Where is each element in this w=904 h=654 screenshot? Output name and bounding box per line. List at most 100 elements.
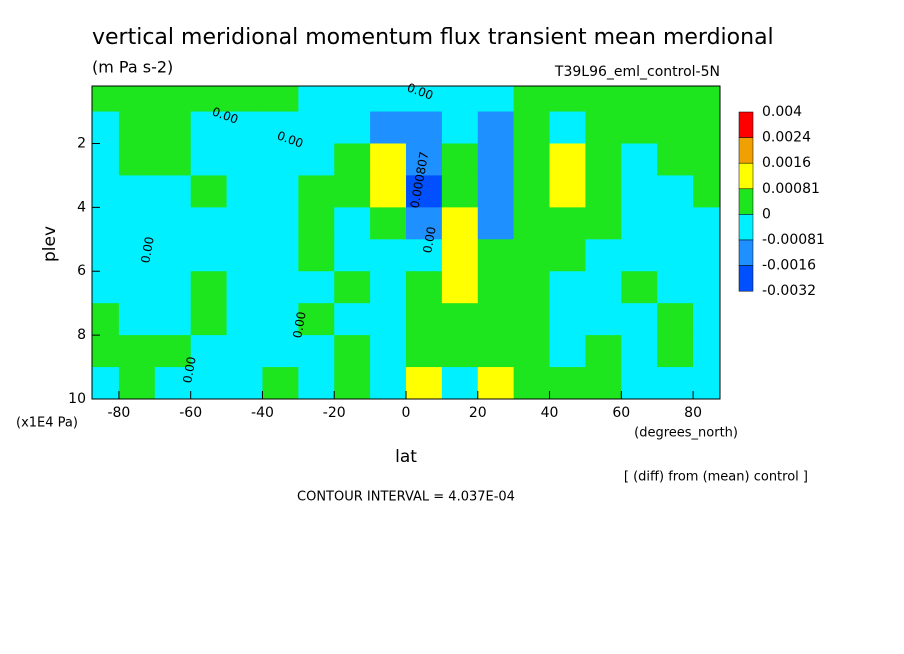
field-cell	[549, 367, 586, 400]
field-cell	[693, 239, 721, 272]
field-cell	[477, 86, 515, 113]
field-cell	[190, 86, 228, 113]
colorbar-label: 0.0024	[762, 130, 811, 146]
field-cell	[370, 335, 407, 368]
colorbar-label: 0	[762, 206, 771, 222]
field-cell	[262, 367, 299, 400]
field-cell	[370, 207, 407, 240]
field-cell	[477, 367, 515, 400]
field-cell	[441, 271, 479, 304]
field-cell	[92, 335, 120, 368]
field-cell	[92, 367, 120, 400]
field-cell	[513, 207, 551, 240]
field-cell	[585, 303, 622, 336]
field-cell	[226, 335, 263, 368]
field-cell	[262, 271, 299, 304]
dataset-label: T39L96_eml_control-5N	[554, 64, 720, 80]
field-cell	[549, 239, 586, 272]
colorbar-box	[738, 111, 754, 138]
field-cell	[585, 335, 622, 368]
field-cell	[621, 335, 658, 368]
colorbar-box	[738, 265, 754, 292]
field-cell	[190, 271, 228, 304]
field-cell	[441, 335, 479, 368]
field-cell	[190, 175, 228, 208]
x-units: (degrees_north)	[634, 426, 738, 441]
field-cell	[406, 303, 443, 336]
colorbar-label: -0.0032	[762, 283, 816, 299]
field-cell	[693, 271, 721, 304]
field-cell	[334, 86, 371, 113]
field-cell	[549, 271, 586, 304]
field-cell	[154, 335, 192, 368]
field-cell	[549, 111, 586, 144]
field-cell	[154, 271, 192, 304]
field-cell	[262, 143, 299, 176]
field-cell	[657, 239, 694, 272]
field-cell	[477, 303, 515, 336]
footer: CONTOUR INTERVAL = 4.037E-04	[297, 490, 515, 505]
field-cell	[441, 303, 479, 336]
field-cell	[226, 111, 263, 144]
field-cell	[334, 207, 371, 240]
field-cell	[190, 367, 228, 400]
field-cell	[621, 367, 658, 400]
field-cell	[118, 303, 156, 336]
field-cell	[657, 207, 694, 240]
colorbar-label: -0.0016	[762, 258, 816, 274]
field-cell	[370, 86, 407, 113]
x-tick-label: -60	[179, 405, 202, 421]
field-cell	[549, 303, 586, 336]
field-cell	[92, 86, 120, 113]
field-cell	[657, 86, 694, 113]
field-cell	[118, 271, 156, 304]
field-cell	[477, 335, 515, 368]
x-tick-label: -20	[323, 405, 346, 421]
y-axis-label: plev	[40, 226, 60, 262]
field-cell	[190, 239, 228, 272]
field-cell	[154, 303, 192, 336]
field-cell	[477, 175, 515, 208]
field-cell	[693, 111, 721, 144]
field-cell	[549, 207, 586, 240]
field-cell	[118, 335, 156, 368]
contour-label: 0.00	[138, 236, 156, 265]
field-cell	[370, 175, 407, 208]
field-cell	[298, 143, 335, 176]
field-cell	[262, 239, 299, 272]
field-cell	[441, 175, 479, 208]
field-cell	[298, 86, 335, 113]
field-cell	[657, 335, 694, 368]
field-cell	[262, 303, 299, 336]
colorbar-box	[738, 214, 754, 241]
y-tick-label: 4	[77, 199, 86, 215]
field-cell	[92, 143, 120, 176]
field-cell	[693, 207, 721, 240]
field-cell	[370, 303, 407, 336]
field-cell	[585, 175, 622, 208]
colorbar-label: 0.00081	[762, 181, 820, 197]
field-cell	[92, 175, 120, 208]
colorbar-box	[738, 239, 754, 266]
contour-label: 0.00	[180, 356, 198, 385]
field-cell	[513, 367, 551, 400]
field-cell	[549, 143, 586, 176]
field-cell	[513, 143, 551, 176]
field-cell	[441, 143, 479, 176]
field-cell	[334, 303, 371, 336]
field-cell	[370, 239, 407, 272]
field-cell	[226, 303, 263, 336]
field-cell	[154, 207, 192, 240]
colorbar-label: 0.0016	[762, 155, 811, 171]
x-tick-label: 60	[612, 405, 630, 421]
field-cell	[334, 143, 371, 176]
field-cell	[118, 143, 156, 176]
field-cell	[226, 367, 263, 400]
field-cell	[226, 271, 263, 304]
field-cell	[92, 271, 120, 304]
field-cell	[657, 111, 694, 144]
field-cell	[549, 86, 586, 113]
field-cell	[406, 271, 443, 304]
field-cell	[406, 335, 443, 368]
field-cell	[118, 367, 156, 400]
